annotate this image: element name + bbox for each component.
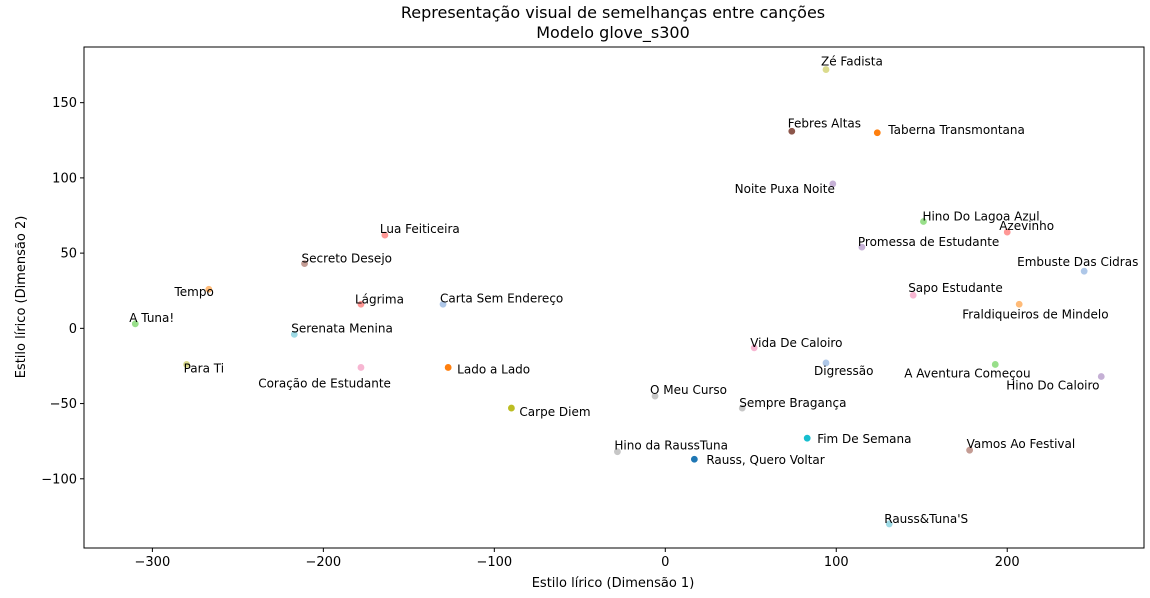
y-tick-label: −100 (41, 472, 77, 487)
x-tick-label: 100 (824, 555, 849, 570)
point-label: Febres Altas (788, 116, 861, 130)
x-axis-label: Estilo lírico (Dimensão 1) (532, 576, 695, 591)
y-tick-label: 100 (52, 171, 77, 186)
point-label: A Tuna! (129, 311, 174, 325)
data-point (787, 127, 797, 136)
point-label: Carta Sem Endereço (440, 291, 563, 305)
axis-ticks: −300 −200 −100 0 100 200 −100 −50 0 50 100 150 (41, 96, 1019, 570)
plot-frame (83, 46, 1145, 549)
data-point (885, 519, 894, 529)
x-tick-label: 200 (995, 555, 1020, 570)
data-point (908, 291, 918, 300)
point-label: O Meu Curso (650, 383, 727, 397)
point-label: Taberna Transmontana (887, 123, 1025, 137)
y-tick-label: −50 (50, 397, 77, 412)
point-label: Fraldiqueiros de Mindelo (962, 307, 1108, 321)
data-point (204, 285, 214, 294)
point-label: Sapo Estudante (908, 281, 1003, 295)
data-point (965, 446, 974, 455)
point-label: Digressão (814, 364, 873, 378)
point-label: Para Ti (184, 361, 224, 375)
y-axis-label: Estilo lírico (Dimensão 2) (14, 216, 29, 379)
point-label: Lua Feiticeira (380, 222, 460, 236)
y-tick-label: 0 (69, 322, 77, 337)
data-point (1079, 266, 1089, 276)
point-label: Embuste Das Cidras (1017, 255, 1138, 269)
point-label: Secreto Desejo (302, 252, 392, 266)
data-point (738, 403, 747, 413)
data-point (356, 363, 366, 372)
data-point (507, 403, 516, 413)
data-point (1097, 372, 1106, 381)
data-point (919, 217, 928, 226)
data-point (828, 179, 838, 189)
data-points (131, 65, 1106, 529)
point-label: Promessa de Estudante (858, 235, 999, 249)
x-tick-label: 0 (661, 555, 669, 570)
x-tick-label: −200 (305, 555, 341, 570)
point-label: Rauss&Tuna'S (884, 512, 968, 526)
point-label: Sempre Bragança (739, 396, 846, 410)
point-label: Carpe Diem (519, 405, 590, 419)
data-point (290, 330, 299, 339)
point-label: Hino Do Lagoa Azul (922, 210, 1039, 224)
data-point (1014, 300, 1024, 309)
data-point (991, 360, 1000, 369)
point-labels: Zé Fadista Febres Altas Taberna Transmonta… (129, 55, 1138, 526)
data-point (690, 455, 699, 464)
point-label: Azevinho (999, 219, 1054, 233)
chart-title: Representação visual de semelhanças entr… (401, 3, 825, 22)
point-label: Serenata Menina (291, 321, 393, 335)
data-point (443, 363, 453, 372)
point-label: Vida De Caloiro (750, 336, 842, 350)
data-point (821, 358, 831, 368)
point-label: Lado a Lado (457, 362, 530, 376)
point-label: Rauss, Quero Voltar (706, 453, 824, 467)
x-tick-label: −300 (135, 555, 171, 570)
data-point (857, 242, 867, 252)
point-label: Hino da RaussTuna (614, 439, 728, 453)
point-label: Fim De Semana (817, 432, 911, 446)
point-label: Noite Puxa Noite (735, 182, 835, 196)
point-label: Lágrima (355, 292, 404, 306)
point-label: Coração de Estudante (258, 376, 391, 390)
point-label: A Aventura Começou (904, 366, 1030, 380)
data-point (380, 230, 390, 240)
data-point (873, 128, 882, 137)
data-point (650, 391, 660, 401)
data-point (438, 300, 448, 309)
data-point (131, 319, 140, 329)
chart-subtitle: Modelo glove_s300 (536, 23, 690, 43)
x-tick-label: −100 (476, 555, 512, 570)
data-point (821, 65, 831, 74)
point-label: Hino Do Caloiro (1006, 378, 1099, 392)
point-label: Zé Fadista (821, 55, 883, 69)
data-point (1003, 227, 1012, 237)
data-point (182, 360, 191, 369)
y-tick-label: 150 (52, 96, 77, 111)
data-point (356, 300, 366, 309)
data-point (300, 259, 309, 268)
point-label: Tempo (173, 285, 213, 299)
data-point (749, 343, 759, 353)
y-tick-label: 50 (60, 247, 77, 262)
data-point (613, 447, 622, 456)
point-label: Vamos Ao Festival (967, 437, 1076, 451)
data-point (802, 433, 812, 443)
